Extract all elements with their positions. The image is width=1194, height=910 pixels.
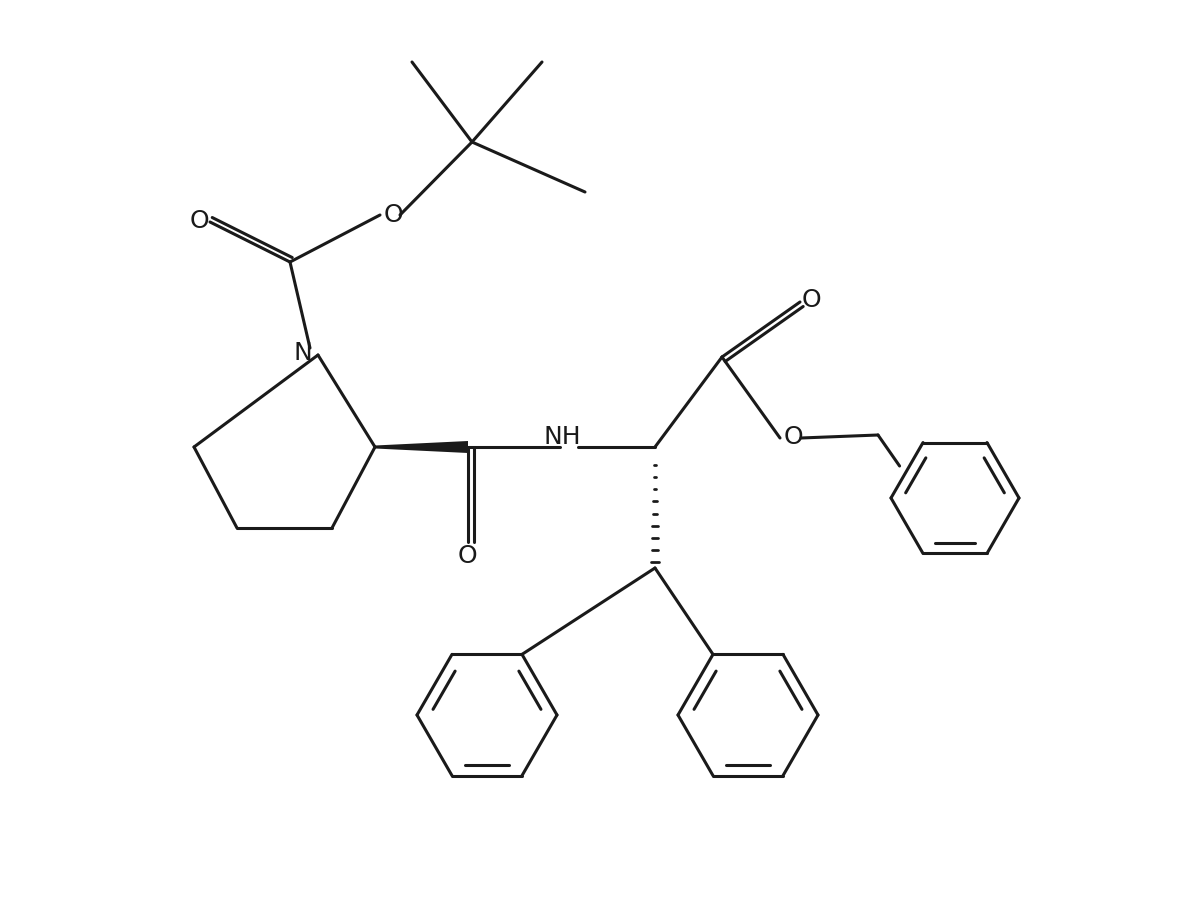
Polygon shape [375,441,468,453]
Text: O: O [783,425,802,449]
Text: O: O [383,203,402,227]
Text: O: O [801,288,820,312]
Text: O: O [189,209,209,233]
Text: NH: NH [543,425,580,449]
Text: N: N [294,341,313,365]
Text: O: O [457,544,476,568]
